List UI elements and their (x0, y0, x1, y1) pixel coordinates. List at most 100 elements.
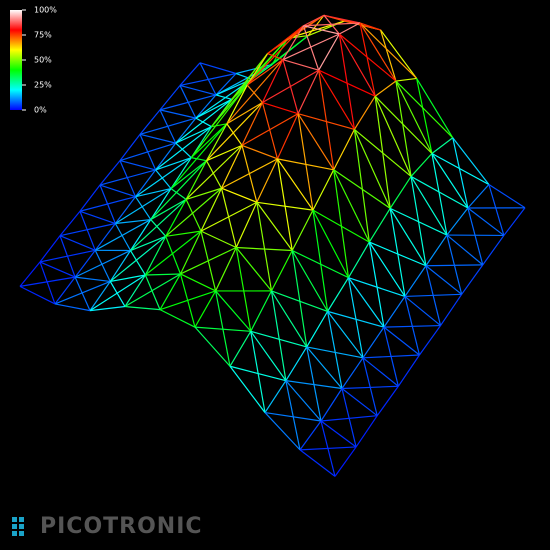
surface-edge (135, 157, 192, 198)
surface-edge (170, 188, 187, 200)
color-bar (10, 10, 22, 110)
surface-edge (285, 346, 308, 381)
surface-edge (353, 129, 370, 243)
surface-edge (150, 198, 187, 221)
surface-edge (235, 63, 273, 75)
surface-edge (119, 133, 141, 161)
surface-edge (110, 274, 146, 283)
surface-edge (312, 169, 335, 211)
surface-edge (155, 142, 177, 171)
surface-edge (155, 169, 172, 189)
surface-edge (362, 357, 378, 416)
surface-edge (341, 388, 378, 417)
surface-edge (318, 69, 376, 97)
surface-edge (215, 73, 237, 96)
surface-edge (144, 274, 161, 310)
surface-edge (150, 160, 207, 220)
surface-edge (250, 330, 287, 381)
surface-edge (383, 296, 406, 328)
surface-edge (99, 184, 136, 198)
surface-edge (130, 235, 166, 252)
color-bar-label: 100% (34, 6, 57, 15)
surface-edge (179, 72, 237, 87)
surface-edge (54, 276, 76, 305)
surface-edge (59, 210, 81, 237)
surface-edge (291, 209, 314, 251)
surface-edge (241, 113, 299, 146)
surface-edge (129, 250, 146, 276)
surface-edge (139, 109, 161, 135)
surface-edge (299, 449, 336, 477)
surface-edge (303, 14, 325, 27)
surface-edge (467, 184, 490, 209)
surface-edge (303, 22, 360, 27)
surface-edge (135, 188, 172, 198)
surface-edge (368, 241, 406, 297)
surface-edge (299, 420, 322, 451)
color-bar-label: 25% (34, 81, 52, 90)
surface-edge (302, 25, 320, 71)
surface-edge (199, 62, 217, 96)
surface-edge (59, 235, 96, 251)
surface-edge (333, 169, 391, 209)
surface-edge (261, 59, 284, 103)
surface-edge (215, 290, 252, 332)
surface-edge (353, 129, 391, 209)
surface-edge (320, 415, 378, 422)
surface-edge (264, 411, 322, 422)
surface-edge (226, 101, 263, 125)
surface-edge (89, 305, 126, 312)
surface-edge (246, 25, 304, 86)
surface-edge (291, 250, 308, 348)
surface-edge (199, 62, 237, 75)
surface-edge (467, 207, 484, 266)
surface-edge (256, 158, 279, 203)
surface-edge (74, 276, 91, 311)
surface-edge (246, 84, 263, 103)
surface-edge (99, 169, 156, 186)
surface-edge (416, 78, 433, 154)
surface-edge (39, 261, 56, 305)
surface-edge (404, 296, 421, 356)
surface-edge (297, 113, 314, 211)
surface-edge (144, 236, 167, 276)
surface-edge (19, 261, 41, 287)
surface-edge (159, 109, 196, 119)
surface-edge (338, 33, 397, 82)
surface-edge (250, 290, 273, 332)
surface-edge (347, 277, 385, 328)
surface-edge (221, 187, 258, 203)
surface-edge (220, 188, 237, 248)
surface-edge (235, 247, 272, 292)
surface-edge (282, 25, 304, 60)
surface-edge (267, 25, 304, 55)
surface-edge (134, 196, 152, 220)
surface-edge (383, 324, 441, 328)
surface-edge (229, 365, 287, 382)
surface-edge (262, 101, 299, 115)
surface-edge (119, 160, 137, 197)
surface-edge (431, 153, 469, 209)
surface-edge (482, 235, 505, 266)
surface-edge (226, 84, 248, 125)
surface-edge (206, 144, 243, 162)
surface-edge (159, 309, 196, 328)
surface-edge (159, 273, 182, 310)
surface-edge (195, 98, 233, 119)
surface-edge (354, 128, 412, 177)
surface-edge (299, 446, 357, 451)
surface-edge (175, 117, 197, 144)
surface-edge (503, 207, 526, 236)
surface-edge (226, 123, 243, 146)
surface-edge (379, 29, 397, 82)
surface-edge (115, 218, 151, 225)
surface-edge (185, 160, 208, 200)
surface-edge (150, 219, 167, 237)
surface-edge (297, 113, 355, 130)
surface-edge (418, 325, 442, 356)
surface-edge (165, 199, 187, 237)
surface-edge (79, 211, 96, 251)
surface-edge (276, 158, 293, 251)
surface-edge (306, 346, 364, 359)
surface-edge (194, 326, 231, 367)
